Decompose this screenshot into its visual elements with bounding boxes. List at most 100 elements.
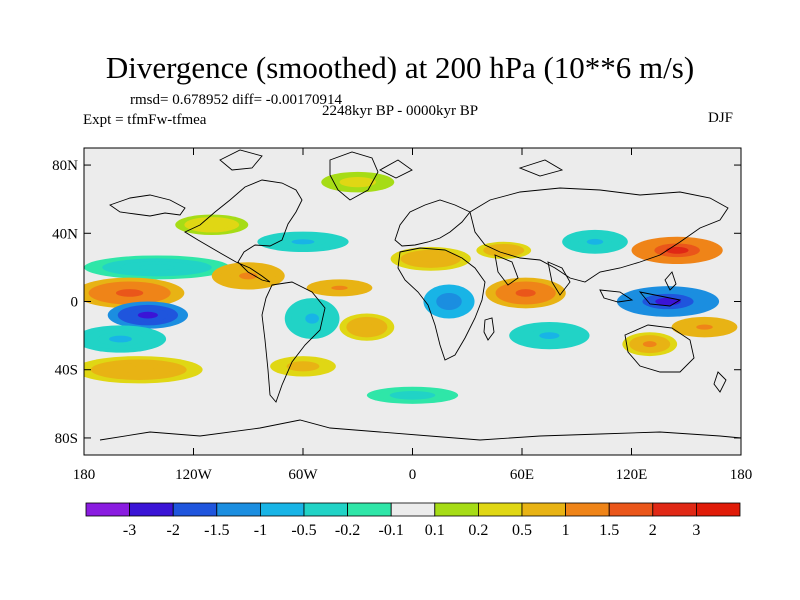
field-feature-north-atlantic-convergence — [257, 231, 349, 253]
colorbar-label: -3 — [123, 522, 136, 539]
contour-shell — [138, 264, 176, 271]
contour-shell — [442, 297, 456, 306]
field-feature-north-pacific-convergence — [84, 255, 230, 280]
contour-shell — [115, 289, 144, 297]
coastlines — [99, 149, 742, 441]
lon-tick-label: 180 — [730, 467, 753, 483]
field-feature-south-pacific-east-divergence — [671, 316, 738, 338]
coast-arctic-islands — [219, 149, 564, 179]
contour-shell — [642, 341, 657, 348]
lon-tick-label: 60E — [510, 467, 534, 483]
contour-shell — [348, 179, 367, 185]
coast-south-america — [261, 281, 326, 403]
field-feature-australia-divergence — [622, 332, 678, 357]
lon-tick-label: 120E — [616, 467, 648, 483]
colorbar-label: 0.1 — [425, 522, 445, 539]
colorbar-label: 2 — [649, 522, 657, 539]
coast-madagascar — [483, 317, 495, 341]
rmsd-diff-stats: rmsd= 0.678952 diff= -0.00170914 — [130, 92, 343, 108]
colorbar-label: -0.5 — [291, 522, 316, 539]
contour-shell — [137, 311, 158, 319]
field-feature-sahara-divergence — [390, 246, 471, 271]
field-feature-south-america-divergence — [270, 356, 336, 377]
colorbar-swatch — [696, 502, 741, 517]
contour-shell — [539, 332, 560, 340]
contour-shell — [122, 366, 155, 374]
colorbar-swatch — [434, 502, 479, 517]
colorbar-swatch — [390, 502, 436, 517]
lon-tick-label: 180 — [73, 467, 96, 483]
field-feature-arabia-divergence — [476, 241, 532, 259]
field-feature-east-pacific-strong-convergence — [107, 301, 189, 329]
lat-tick-label: 40N — [52, 226, 78, 242]
field-feature-south-atlantic-divergence — [339, 313, 395, 341]
contour-shell — [420, 255, 441, 262]
coast-australia — [624, 324, 695, 373]
field-feature-asia-convergence — [562, 229, 628, 254]
colorbar-swatch — [477, 502, 523, 517]
field-feature-south-pacific-convergence — [84, 325, 167, 353]
coast-alaska — [109, 194, 186, 217]
colorbar-label: 0.2 — [468, 522, 488, 539]
contour-shell — [360, 323, 374, 331]
coast-arabia-india — [494, 254, 571, 296]
field-feature-north-america-divergence — [175, 214, 249, 235]
lat-tick-label: 80N — [52, 158, 78, 174]
colorbar-swatch — [129, 502, 174, 517]
contour-shell — [202, 222, 221, 228]
experiment-label: Expt = tfmFw-tfmea — [83, 112, 207, 128]
coast-north-america — [184, 179, 303, 283]
colorbar-label: -0.1 — [379, 522, 404, 539]
contour-shell — [401, 393, 424, 398]
colorbar-label: -0.2 — [335, 522, 360, 539]
lat-tick-label: 0 — [71, 295, 79, 311]
coast-greenland — [329, 151, 379, 201]
field-feature-east-pacific-divergence — [84, 277, 185, 309]
colorbar-swatch — [85, 502, 130, 517]
contour-shell — [515, 289, 536, 297]
colorbar-swatch — [608, 502, 654, 517]
colorbar-label: 0.5 — [512, 522, 532, 539]
colorbar-swatch — [303, 502, 348, 517]
colorbar-label: -2 — [167, 522, 180, 539]
contour-shell — [331, 285, 348, 290]
coast-asia — [469, 187, 729, 283]
lon-tick-label: 120W — [175, 467, 213, 483]
field-feature-southern-ocean-patch — [366, 386, 459, 404]
colorbar-swatch — [652, 502, 697, 517]
colorbar-label: 1 — [562, 522, 570, 539]
contour-shell — [294, 363, 312, 369]
plot-title: Divergence (smoothed) at 200 hPa (10**6 … — [105, 50, 695, 85]
field-feature-amazon-convergence — [284, 298, 340, 340]
latitude-axis: 80N 40N 0 40S 80S — [52, 158, 741, 447]
field-feature-africa-convergence — [423, 284, 475, 319]
colorbar-swatch — [521, 502, 566, 517]
coast-new-zealand — [713, 371, 727, 393]
field-feature-indian-ocean-divergence — [485, 277, 566, 309]
colorbar: -3 -2 -1.5 -1 -0.5 -0.2 -0.1 0.1 0.2 0.5 1 1.5 2 3 — [85, 502, 741, 539]
colorbar-label: -1 — [254, 522, 267, 539]
season-label: DJF — [708, 110, 734, 126]
contour-shell — [696, 324, 713, 330]
lon-tick-label: 60W — [288, 467, 318, 483]
contour-shell — [665, 246, 689, 254]
colorbar-swatch — [172, 502, 218, 517]
contour-shell — [496, 248, 511, 253]
field-feature-central-america-divergence — [211, 262, 285, 290]
coast-antarctica — [99, 419, 742, 441]
field-feature-arctic-patch — [321, 171, 395, 193]
divergence-field — [84, 148, 741, 455]
contour-shell — [239, 272, 258, 280]
contour-shell — [291, 239, 315, 245]
colorbar-label: 1.5 — [599, 522, 619, 539]
lat-tick-label: 40S — [55, 363, 78, 379]
colorbar-label: 3 — [692, 522, 700, 539]
coast-africa — [397, 247, 486, 361]
period-label: 2248kyr BP - 0000kyr BP — [322, 103, 479, 119]
lat-tick-label: 80S — [55, 431, 78, 447]
coast-maritime-continent — [599, 271, 682, 307]
colorbar-swatch — [216, 502, 261, 517]
contour-shell — [586, 238, 604, 245]
field-feature-maritime-continent-convergence — [616, 286, 720, 317]
